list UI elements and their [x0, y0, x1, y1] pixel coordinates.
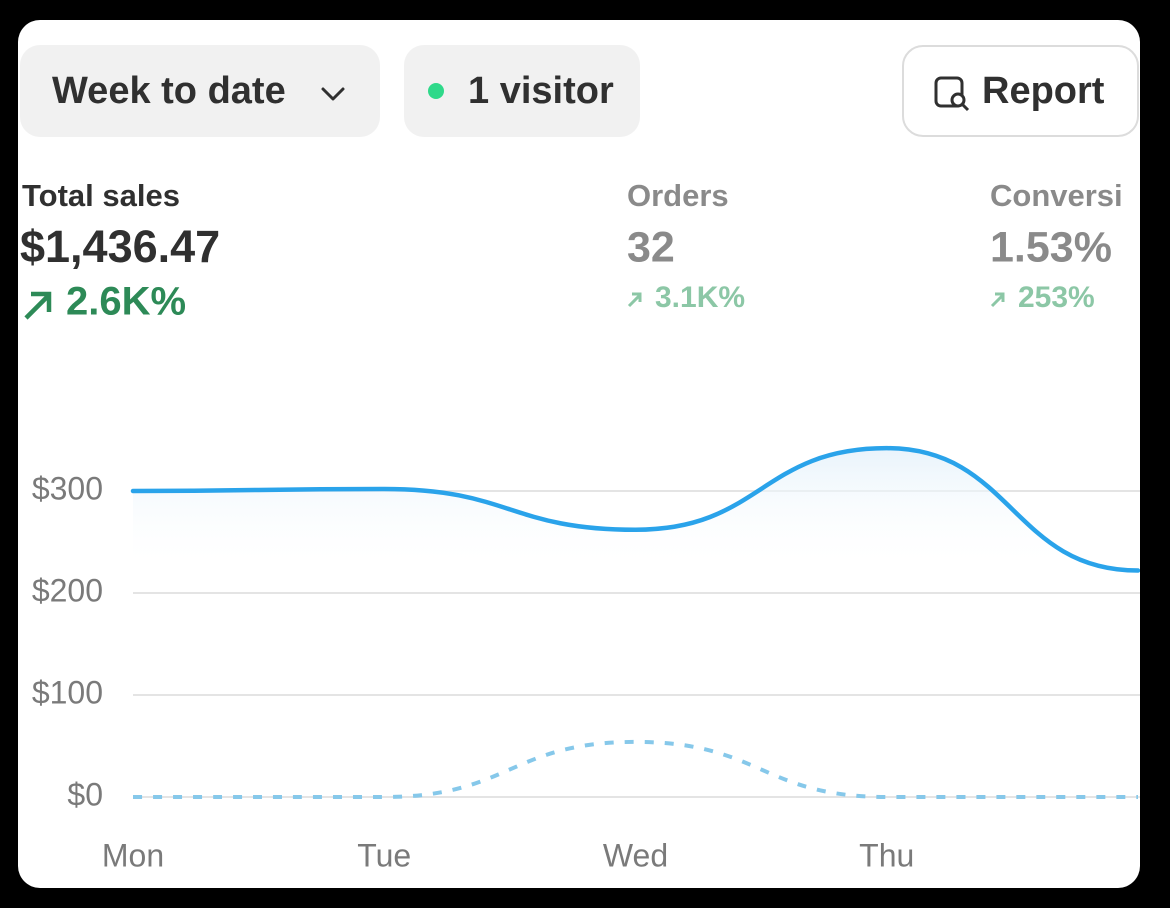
metric-conversion[interactable]: Conversi 1.53% 253%	[990, 178, 1123, 314]
chart: $0 $100 $200 $300 Mon Tue Wed Thu	[32, 445, 1140, 873]
y-tick-label: $300	[32, 470, 103, 506]
line-area	[133, 448, 1138, 571]
chevron-icon	[321, 87, 345, 101]
metric-value: 1.53%	[990, 223, 1112, 271]
report-button[interactable]: Report	[902, 45, 1139, 137]
visitors-label: 1 visitor	[468, 70, 614, 112]
period-label: Week to date	[52, 70, 286, 112]
sales-line	[130, 445, 1140, 573]
metric-label: Orders	[627, 178, 729, 213]
up-arrow	[990, 292, 1005, 308]
metric-orders[interactable]: Orders 32 3.1K%	[627, 178, 745, 314]
card-content: Week to date 1 visitor Report Total sale…	[20, 45, 1140, 873]
live-dot	[428, 83, 444, 99]
report-label: Report	[982, 70, 1105, 112]
metric-change: 3.1K%	[655, 281, 745, 314]
x-tick-label: Tue	[357, 837, 411, 873]
metric-label: Total sales	[22, 178, 180, 213]
metric-change: 2.6K%	[66, 280, 186, 324]
x-tick-label: Thu	[859, 837, 914, 873]
x-tick-label: Wed	[603, 837, 668, 873]
metric-value: $1,436.47	[20, 221, 220, 272]
up-arrow	[627, 292, 642, 308]
metric-value: 32	[627, 223, 675, 271]
metric-total-sales[interactable]: Total sales $1,436.47 2.6K%	[20, 178, 220, 323]
y-tick-label: $0	[67, 776, 103, 812]
report-icon	[934, 76, 970, 112]
y-tick-label: $100	[32, 674, 103, 710]
x-tick-label: Mon	[102, 837, 164, 873]
card	[18, 20, 1140, 888]
y-tick-label: $200	[32, 572, 103, 608]
up-arrow	[24, 291, 52, 320]
period-select[interactable]: Week to date	[20, 45, 380, 137]
visitors-pill[interactable]: 1 visitor	[404, 45, 640, 137]
metric-label: Conversi	[990, 178, 1123, 213]
metric-change: 253%	[1018, 281, 1095, 314]
